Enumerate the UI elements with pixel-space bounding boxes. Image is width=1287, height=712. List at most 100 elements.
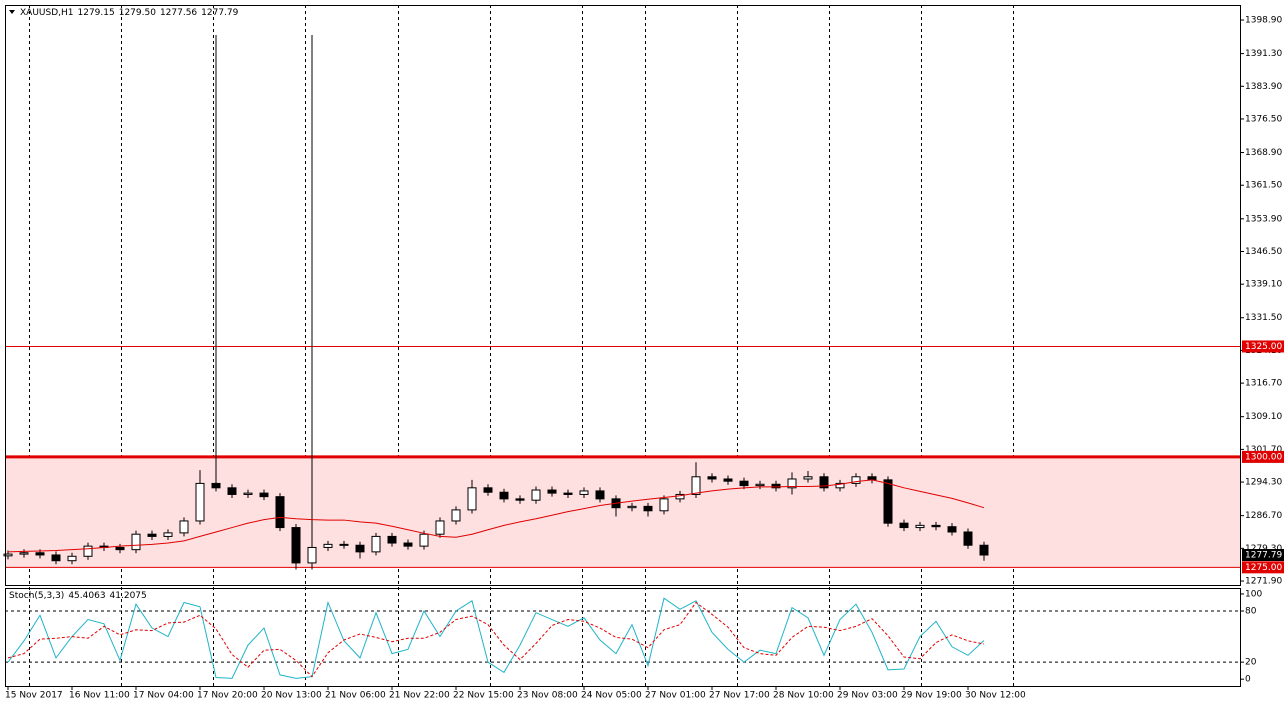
candle-body (259, 492, 269, 498)
y-tick-label: 100 (1245, 589, 1262, 599)
candle-body (179, 520, 189, 534)
candle-body (467, 487, 477, 511)
candle-body (35, 552, 45, 556)
candle-body (947, 526, 957, 533)
x-tick-label: 16 Nov 11:00 (69, 691, 130, 701)
symbol-header: XAUUSD,H1 1279.15 1279.50 1277.56 1277.79 (20, 8, 239, 18)
candle-body (899, 522, 909, 529)
candle-body (803, 476, 813, 480)
x-tick-label: 20 Nov 13:00 (261, 691, 322, 701)
candle-body (515, 498, 525, 501)
candle-body (131, 533, 141, 551)
y-tick-label: 1331.50 (1245, 313, 1282, 323)
candle-body (963, 531, 973, 546)
y-tick-label: 1309.10 (1245, 412, 1282, 422)
x-tick-label: 21 Nov 22:00 (389, 691, 450, 701)
candle-body (67, 555, 77, 562)
candle-body (755, 483, 765, 487)
stoch-frame (5, 588, 1241, 687)
y-tick-label: 1279.30 (1245, 544, 1282, 554)
candle-body (227, 487, 237, 495)
symbol: XAUUSD,H1 (20, 8, 74, 18)
candle-body (659, 498, 669, 512)
menu-arrow[interactable] (9, 10, 15, 14)
candle-body (771, 483, 781, 489)
candle-body (387, 535, 397, 544)
candle-body (499, 491, 509, 500)
candle-body (915, 524, 925, 529)
candle-body (739, 480, 749, 487)
stoch-main-value: 45.4063 (68, 591, 105, 601)
candle-body (787, 478, 797, 489)
candle-body (323, 543, 333, 548)
candle-body (291, 527, 301, 564)
candle-body (563, 492, 573, 495)
axes: 1398.90 1391.30 1383.90 1376.50 1368.90 1361.… (5, 16, 1284, 701)
y-tick-label: 1301.70 (1245, 445, 1282, 455)
y-tick-label: 20 (1245, 658, 1257, 668)
high: 1279.50 (119, 8, 156, 18)
x-tick-label: 21 Nov 06:00 (325, 691, 386, 701)
candle-body (851, 476, 861, 484)
x-tick-label: 29 Nov 03:00 (837, 691, 898, 701)
x-tick-label: 27 Nov 01:00 (645, 691, 706, 701)
candle-body (403, 542, 413, 547)
candle-body (483, 487, 493, 493)
candle-body (19, 552, 29, 555)
y-tick-label: 1294.30 (1245, 478, 1282, 488)
candle-body (435, 520, 445, 535)
candle-body (627, 505, 637, 509)
candle-body (707, 476, 717, 480)
series-line (7, 601, 985, 678)
y-tick-label: 1353.90 (1245, 214, 1282, 224)
candle-body (243, 492, 253, 495)
candle-body (691, 476, 701, 495)
zone (5, 456, 1240, 568)
candle-body (163, 532, 173, 537)
y-tick-label: 1339.10 (1245, 280, 1282, 290)
candle-body (979, 544, 989, 556)
candle-body (275, 496, 285, 529)
stoch-header: Stoch(5,3,3) 45.4063 41.2075 (9, 591, 147, 601)
candle-body (451, 509, 461, 522)
level-label-box (1242, 340, 1284, 353)
candle-body (595, 490, 605, 500)
candle-body (883, 479, 893, 524)
y-tick-label: 1361.50 (1245, 181, 1282, 191)
x-tick-label: 15 Nov 2017 (5, 691, 63, 701)
x-tick-label: 24 Nov 05:00 (581, 691, 642, 701)
x-tick-label: 17 Nov 20:00 (197, 691, 258, 701)
candle-body (3, 553, 13, 557)
y-tick-label: 1346.50 (1245, 247, 1282, 257)
open: 1279.15 (78, 8, 115, 18)
last-price-box (1242, 549, 1284, 562)
y-tick-label: 80 (1245, 607, 1257, 617)
low: 1277.56 (160, 8, 197, 18)
candle-body (115, 546, 125, 551)
stoch-pane (5, 597, 1240, 679)
main-pane (3, 35, 1240, 570)
y-tick-label: 1376.50 (1245, 114, 1282, 124)
x-tick-label: 17 Nov 04:00 (133, 691, 194, 701)
candle-body (211, 482, 221, 489)
candle-body (355, 544, 365, 553)
candle-body (339, 543, 349, 546)
y-tick-label: 0 (1245, 675, 1251, 685)
candle-body (547, 489, 557, 494)
y-tick-label: 1271.90 (1245, 577, 1282, 587)
candle-body (835, 482, 845, 489)
candle-body (819, 476, 829, 489)
x-tick-label: 27 Nov 17:00 (709, 691, 770, 701)
x-tick-label: 29 Nov 19:00 (901, 691, 962, 701)
x-tick-label: 23 Nov 08:00 (517, 691, 578, 701)
candle-body (371, 535, 381, 553)
last-price-label: 1277.79 (1245, 551, 1282, 561)
level-label-box (1242, 561, 1284, 574)
candle-body (83, 545, 93, 557)
y-tick-label: 1286.70 (1245, 511, 1282, 521)
x-tick-label: 30 Nov 12:00 (965, 691, 1026, 701)
candle-body (147, 533, 157, 537)
candle-body (931, 524, 941, 528)
